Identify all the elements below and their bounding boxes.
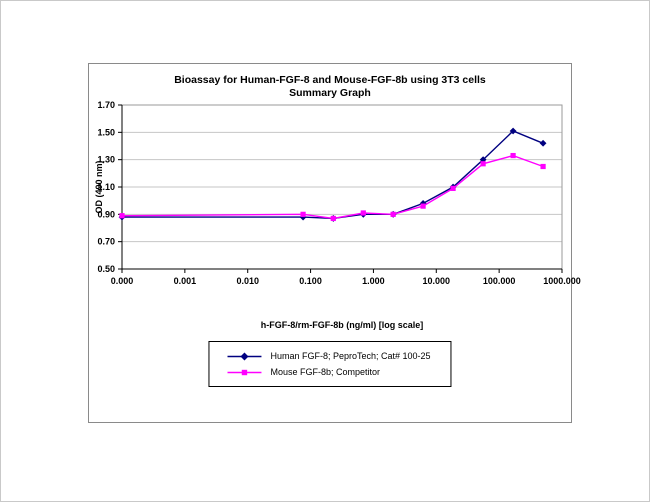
svg-text:10.000: 10.000 [423, 276, 451, 286]
svg-text:0.50: 0.50 [97, 264, 115, 274]
legend-item-mouse-fgf8b: Mouse FGF-8b; Competitor [227, 367, 430, 377]
legend-item-human-fgf8: Human FGF-8; PeproTech; Cat# 100-25 [227, 351, 431, 361]
legend-label-human-fgf8: Human FGF-8; PeproTech; Cat# 100-25 [270, 351, 431, 361]
svg-text:1000.000: 1000.000 [543, 276, 581, 286]
chart-subtitle: Summary Graph [289, 87, 371, 99]
svg-text:0.90: 0.90 [97, 209, 115, 219]
svg-text:1.000: 1.000 [362, 276, 385, 286]
svg-text:1.70: 1.70 [97, 100, 115, 110]
chart-title: Bioassay for Human-FGF-8 and Mouse-FGF-8… [174, 74, 486, 86]
legend-label-mouse-fgf8b: Mouse FGF-8b; Competitor [270, 367, 381, 377]
svg-text:0.70: 0.70 [97, 237, 115, 247]
svg-text:1.10: 1.10 [97, 182, 115, 192]
plot-area: 0.50 0.70 0.90 1.10 1.30 1.50 1.70 0.000 0.001 0.… [97, 100, 580, 286]
svg-text:1.30: 1.30 [97, 155, 115, 165]
svg-text:0.000: 0.000 [111, 276, 134, 286]
chart-legend: Human FGF-8; PeproTech; Cat# 100-25 Mous… [208, 341, 452, 387]
square-marker-icon [227, 369, 262, 375]
svg-text:1.50: 1.50 [97, 127, 115, 137]
diamond-marker-icon [227, 352, 262, 360]
svg-text:100.000: 100.000 [483, 276, 516, 286]
svg-text:0.100: 0.100 [299, 276, 322, 286]
y-axis-title: OD (490 nm) [94, 160, 104, 214]
svg-text:0.010: 0.010 [236, 276, 259, 286]
chart-frame: Bioassay for Human-FGF-8 and Mouse-FGF-8… [88, 63, 581, 423]
x-axis-title: h-FGF-8/rm-FGF-8b (ng/ml) [log scale] [260, 320, 424, 330]
svg-text:0.001: 0.001 [174, 276, 197, 286]
